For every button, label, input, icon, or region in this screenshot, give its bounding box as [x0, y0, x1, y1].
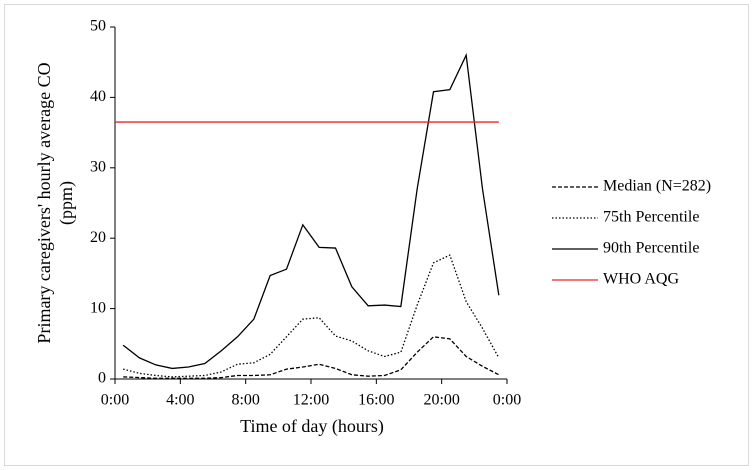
legend-label: 90th Percentile	[603, 240, 699, 257]
y-axis-label: (ppm)	[56, 181, 77, 225]
y-tick-label: 0	[98, 370, 106, 387]
x-tick-label: 20:00	[423, 392, 459, 409]
chart-border	[4, 4, 749, 466]
data-line	[123, 336, 500, 379]
x-tick-label: 16:00	[358, 392, 394, 409]
y-tick-label: 40	[90, 88, 106, 105]
data-line	[123, 254, 500, 378]
y-tick-label: 20	[90, 229, 106, 246]
legend-label: 75th Percentile	[603, 209, 699, 226]
data-line	[122, 52, 500, 370]
y-tick-label: 10	[90, 299, 106, 316]
x-tick-label: 8:00	[231, 392, 259, 409]
x-tick-label: 0:00	[101, 392, 129, 409]
x-axis-label: Time of day (hours)	[240, 416, 384, 437]
y-axis-label: Primary caregivers' hourly average CO	[34, 62, 54, 343]
x-tick-label: 12:00	[293, 392, 329, 409]
x-tick-label: 4:00	[166, 392, 194, 409]
y-tick-label: 50	[90, 18, 106, 35]
x-tick-label: 0:00	[493, 392, 521, 409]
y-tick-label: 30	[90, 158, 106, 175]
legend-label: Median (N=282)	[603, 178, 711, 195]
legend-label: WHO AQG	[603, 271, 679, 288]
